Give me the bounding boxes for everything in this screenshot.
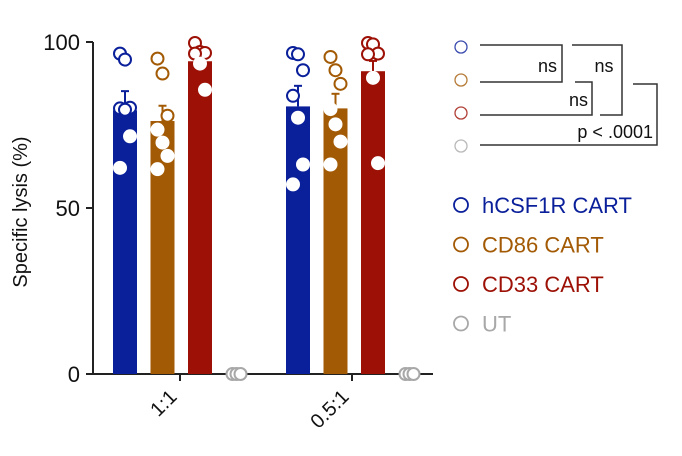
significance-label: ns — [538, 56, 557, 76]
bracket-group-marker — [454, 40, 468, 54]
data-point — [328, 63, 343, 78]
data-point — [323, 102, 338, 117]
data-point — [155, 135, 170, 150]
data-point — [150, 51, 165, 66]
data-point — [323, 49, 338, 64]
bracket-group-marker — [454, 139, 468, 153]
data-point — [155, 66, 170, 81]
significance-bracket — [572, 44, 623, 116]
data-point — [371, 156, 385, 171]
data-point — [366, 70, 380, 85]
data-points — [113, 35, 421, 381]
data-point — [333, 76, 348, 91]
y-tick-label: 50 — [56, 196, 80, 221]
data-point — [118, 102, 132, 117]
bar — [361, 71, 385, 374]
legend-label: CD86 CART — [482, 233, 604, 258]
x-tick-label: 0.5:1 — [307, 386, 354, 433]
data-point — [118, 52, 132, 67]
y-tick-label: 0 — [68, 362, 80, 387]
data-point — [160, 148, 175, 163]
data-point — [296, 157, 310, 172]
significance-label: p < .0001 — [577, 122, 653, 142]
data-point — [123, 129, 137, 144]
bars — [113, 50, 385, 375]
data-point — [328, 117, 343, 132]
legend-label: CD33 CART — [482, 272, 604, 297]
data-point — [150, 122, 165, 137]
bracket-group-marker — [454, 73, 468, 87]
data-point — [286, 88, 300, 103]
y-tick-label: 100 — [43, 30, 80, 55]
data-point — [198, 82, 212, 97]
data-point — [361, 47, 375, 62]
bar — [113, 110, 137, 374]
x-tick-label: 1:1 — [146, 386, 181, 421]
data-point — [160, 108, 175, 123]
legend-label: hCSF1R CART — [482, 193, 632, 218]
legend-marker — [453, 197, 469, 213]
legend-marker — [453, 276, 469, 292]
significance-bracket — [480, 81, 593, 116]
data-point — [296, 63, 310, 78]
bracket-group-marker — [454, 106, 468, 120]
significance-label: ns — [569, 90, 588, 110]
significance-label: ns — [594, 56, 613, 76]
data-point — [323, 157, 338, 172]
legend-marker — [453, 315, 469, 332]
data-point — [193, 56, 207, 71]
legend: hCSF1R CART CD86 CART CD33 CART UT — [453, 193, 632, 337]
legend-label: UT — [482, 312, 511, 337]
bar — [188, 61, 212, 374]
data-point — [291, 110, 305, 125]
bar — [323, 108, 348, 375]
bar — [286, 106, 310, 375]
data-point — [286, 177, 300, 192]
data-point — [233, 367, 248, 381]
data-point — [150, 162, 165, 177]
data-point — [113, 160, 127, 175]
data-point — [291, 47, 305, 62]
legend-marker — [453, 236, 469, 253]
data-point — [333, 134, 348, 149]
y-axis-label: Specific lysis (%) — [10, 136, 32, 287]
significance-bracket — [480, 44, 563, 83]
significance-bracket — [480, 83, 658, 146]
data-point — [406, 367, 421, 381]
